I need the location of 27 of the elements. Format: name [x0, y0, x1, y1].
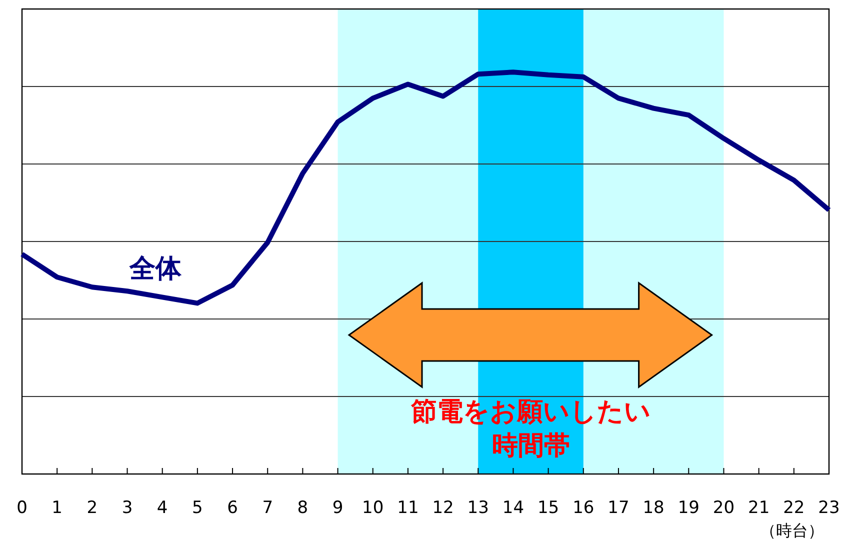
- x-tick-label: 21: [748, 498, 770, 518]
- x-axis-title: （時台）: [760, 521, 824, 539]
- x-tick-label: 15: [537, 498, 560, 518]
- x-tick-label: 19: [678, 498, 700, 518]
- x-tick-label: 18: [642, 498, 664, 518]
- x-tick-label: 16: [572, 498, 594, 518]
- x-tick-label: 22: [783, 498, 805, 518]
- x-tick-label: 9: [332, 498, 344, 518]
- x-tick-label: 1: [52, 498, 62, 518]
- annotation: 時間帯: [492, 431, 570, 461]
- x-tick-label: 7: [262, 498, 274, 518]
- x-tick-label: 13: [467, 498, 489, 518]
- x-tick-label: 8: [297, 498, 308, 518]
- x-tick-label: 2: [86, 498, 98, 518]
- x-tick-label: 14: [502, 498, 524, 518]
- x-tick-label: 23: [818, 498, 840, 518]
- x-tick-label: 20: [712, 498, 735, 518]
- x-tick-label: 3: [122, 498, 133, 518]
- x-tick-label: 4: [156, 498, 168, 518]
- x-tick-label: 5: [192, 498, 203, 518]
- x-tick-label: 11: [397, 498, 419, 518]
- x-tick-label: 10: [362, 498, 384, 518]
- x-tick-label: 0: [16, 498, 28, 518]
- x-tick-label: 12: [432, 498, 454, 518]
- x-tick-label: 17: [608, 498, 630, 518]
- series-label: 全体: [128, 254, 182, 284]
- x-tick-label: 6: [227, 498, 238, 518]
